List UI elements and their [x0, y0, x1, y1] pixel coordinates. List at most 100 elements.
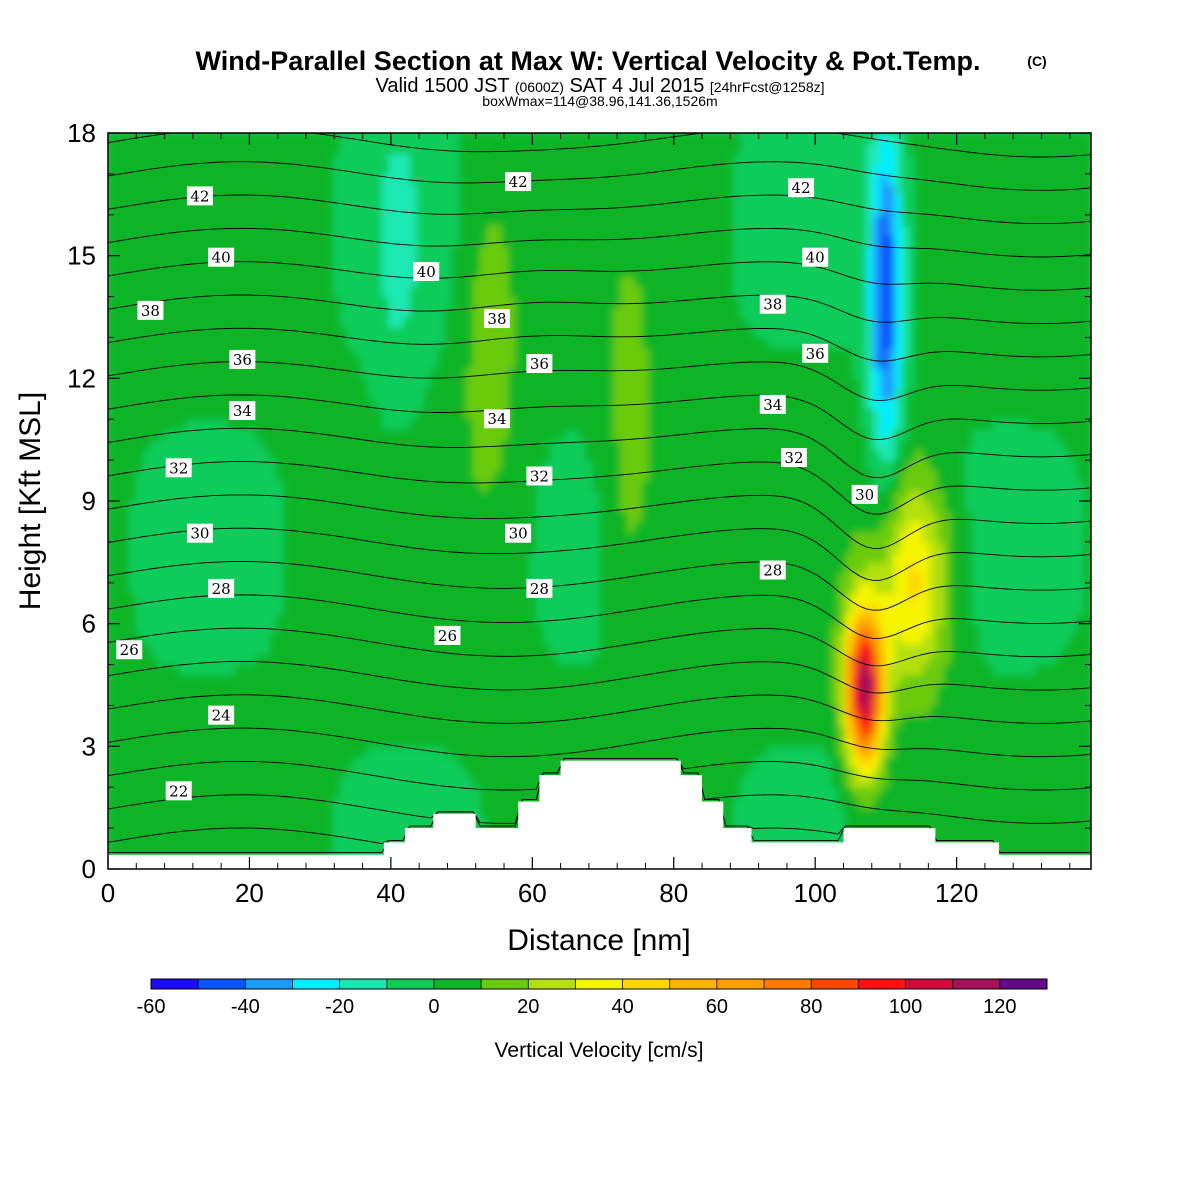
- w-cell: [459, 541, 467, 553]
- w-cell: [360, 153, 369, 165]
- w-cell: [473, 777, 481, 788]
- w-cell: [564, 603, 573, 615]
- w-cell: [409, 695, 418, 707]
- w-cell: [529, 409, 537, 420]
- w-cell: [129, 480, 137, 492]
- w-cell: [515, 695, 523, 707]
- w-cell: [269, 449, 278, 461]
- w-cell: [164, 255, 172, 267]
- w-cell: [353, 378, 362, 390]
- w-cell: [311, 787, 320, 799]
- w-cell: [416, 572, 425, 584]
- w-cell: [150, 357, 158, 369]
- w-cell: [416, 409, 425, 420]
- w-cell: [157, 194, 165, 206]
- w-cell: [466, 460, 474, 471]
- w-cell: [445, 766, 453, 778]
- w-cell: [143, 439, 151, 451]
- w-cell: [108, 766, 116, 778]
- w-cell: [522, 613, 530, 625]
- w-cell: [297, 409, 306, 420]
- w-cell: [353, 470, 362, 482]
- w-cell: [234, 419, 243, 431]
- w-cell: [374, 265, 383, 277]
- w-cell: [353, 644, 362, 655]
- w-cell: [466, 797, 474, 809]
- w-cell: [171, 521, 179, 533]
- w-cell: [248, 593, 257, 604]
- w-cell: [332, 337, 341, 349]
- w-cell: [445, 327, 453, 339]
- w-cell: [459, 470, 467, 482]
- w-cell: [157, 787, 165, 799]
- w-cell: [381, 715, 390, 727]
- w-cell: [374, 756, 383, 768]
- w-cell: [381, 173, 390, 185]
- w-cell: [325, 511, 334, 523]
- w-cell: [325, 664, 334, 676]
- w-cell: [452, 736, 460, 747]
- w-cell: [543, 317, 551, 328]
- w-cell: [241, 582, 250, 594]
- w-cell: [115, 552, 123, 563]
- w-cell: [438, 449, 446, 461]
- w-cell: [157, 644, 165, 655]
- w-cell: [395, 705, 404, 717]
- w-cell: [381, 746, 390, 758]
- w-cell: [178, 807, 186, 819]
- w-cell: [339, 736, 348, 747]
- w-cell: [571, 327, 580, 339]
- w-cell: [248, 777, 257, 788]
- w-cell: [367, 613, 376, 625]
- w-cell: [571, 317, 580, 328]
- w-cell: [255, 582, 264, 594]
- w-cell: [143, 644, 151, 655]
- w-cell: [423, 736, 432, 747]
- w-cell: [374, 674, 383, 686]
- w-cell: [304, 286, 313, 298]
- w-cell: [171, 378, 179, 390]
- w-cell: [108, 797, 116, 809]
- w-cell: [164, 337, 172, 349]
- w-cell: [409, 439, 418, 451]
- w-cell: [227, 674, 235, 686]
- w-cell: [529, 255, 537, 267]
- w-cell: [150, 419, 158, 431]
- w-cell: [494, 460, 502, 471]
- w-cell: [571, 552, 580, 563]
- w-cell: [388, 521, 397, 533]
- w-cell: [108, 838, 116, 850]
- w-cell: [388, 552, 397, 563]
- w-cell: [536, 572, 544, 584]
- w-cell: [452, 439, 460, 451]
- w-cell: [283, 582, 292, 594]
- w-cell: [550, 317, 558, 328]
- w-cell: [522, 439, 530, 451]
- w-cell: [360, 378, 369, 390]
- w-cell: [388, 143, 397, 155]
- w-cell: [206, 552, 214, 563]
- w-cell: [129, 194, 137, 206]
- w-cell: [255, 552, 264, 563]
- w-cell: [367, 572, 376, 584]
- w-cell: [283, 245, 292, 257]
- w-cell: [213, 613, 221, 625]
- w-cell: [550, 685, 558, 696]
- w-cell: [550, 245, 558, 257]
- w-cell: [416, 429, 425, 441]
- w-cell: [402, 133, 411, 144]
- w-cell: [508, 725, 516, 737]
- w-cell: [529, 777, 537, 788]
- w-cell: [585, 460, 594, 471]
- w-cell: [508, 163, 516, 175]
- w-cell: [536, 255, 544, 267]
- w-cell: [339, 664, 348, 676]
- w-cell: [543, 306, 551, 318]
- w-cell: [564, 245, 573, 257]
- w-cell: [304, 184, 313, 195]
- w-cell: [473, 449, 481, 461]
- w-cell: [297, 490, 306, 502]
- w-cell: [445, 133, 453, 144]
- w-cell: [213, 337, 221, 349]
- w-cell: [423, 501, 432, 512]
